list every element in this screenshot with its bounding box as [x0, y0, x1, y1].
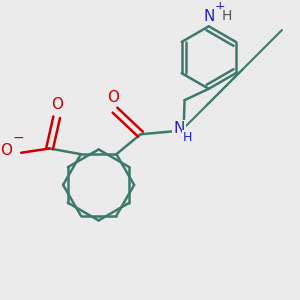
Text: N: N: [203, 9, 214, 24]
Text: O: O: [51, 97, 63, 112]
Text: N: N: [173, 121, 184, 136]
Text: −: −: [13, 131, 24, 145]
Text: H: H: [183, 130, 192, 144]
Text: O: O: [0, 143, 12, 158]
Text: H: H: [221, 9, 232, 23]
Text: O: O: [107, 90, 119, 105]
Text: +: +: [214, 0, 225, 13]
